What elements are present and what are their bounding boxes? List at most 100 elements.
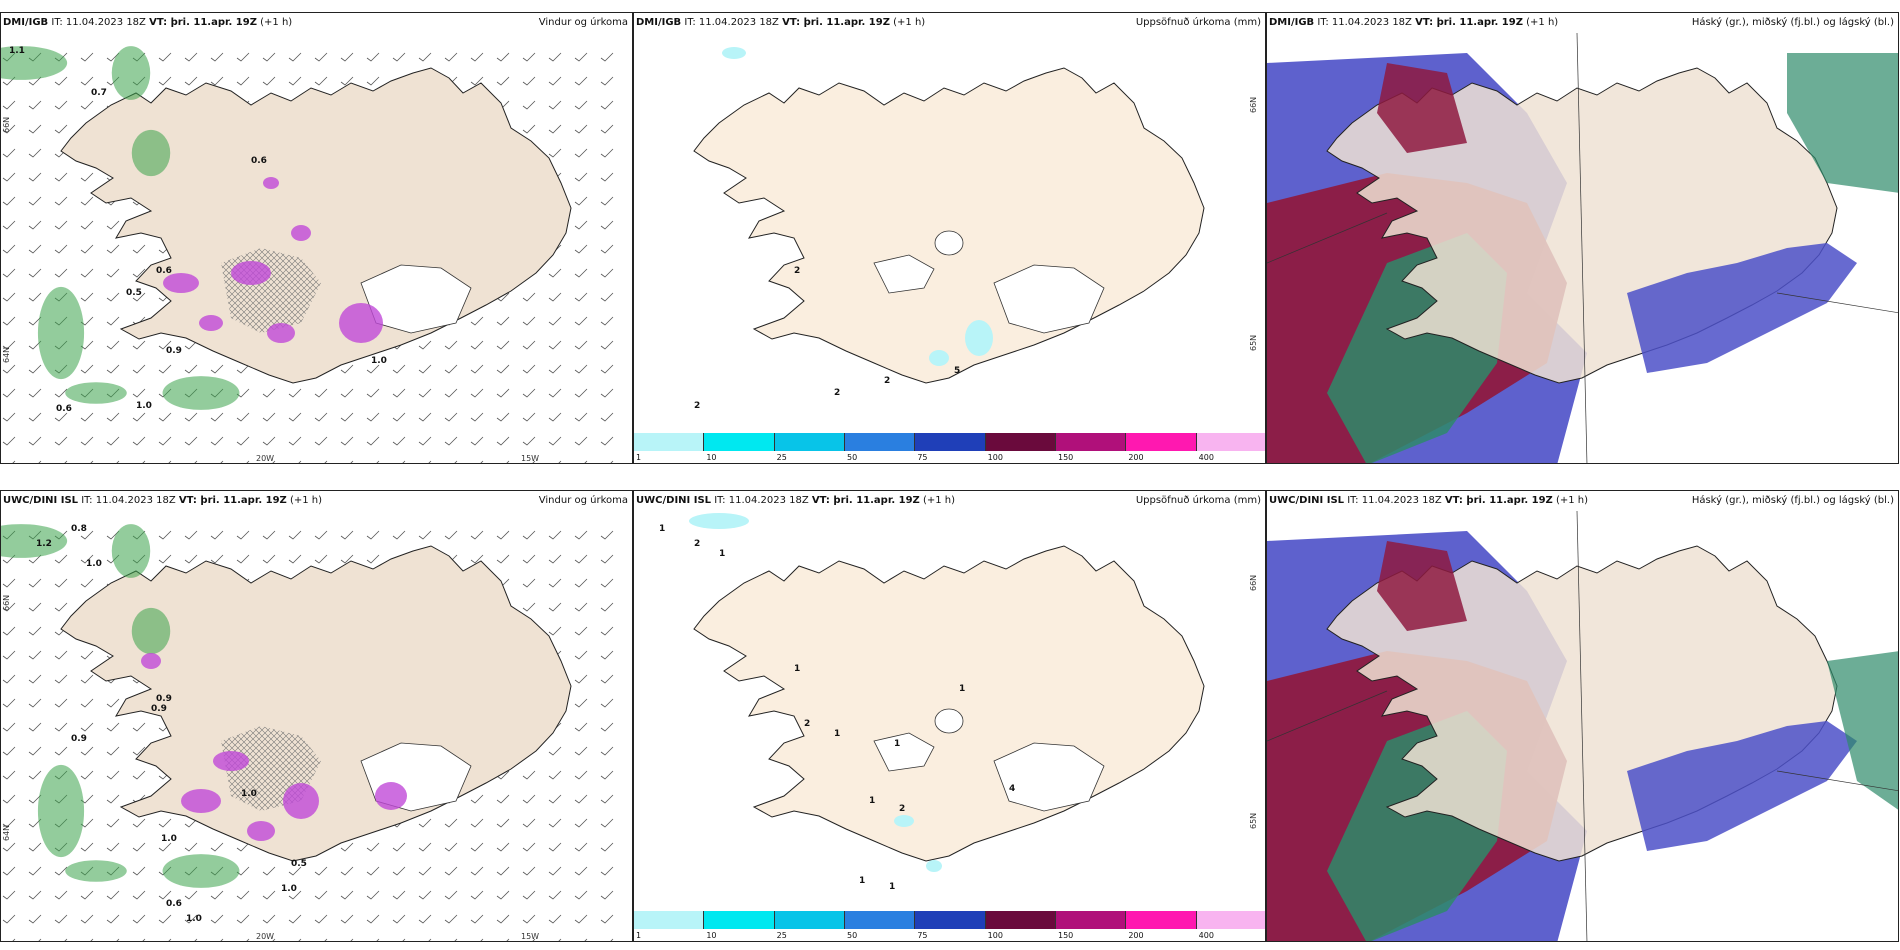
wind-barb (12, 938, 16, 941)
wind-barb (314, 866, 328, 876)
wind-barb (288, 866, 302, 876)
wind-barb (392, 890, 406, 900)
wind-barb (444, 388, 458, 398)
wind-barb (470, 554, 484, 564)
colorbar-swatch (845, 433, 916, 451)
wind-barb (610, 460, 614, 463)
init-time: IT: 11.04.2023 18Z (81, 495, 179, 506)
wind-barb (444, 412, 458, 422)
wind-barb (236, 412, 250, 422)
wind-barb (600, 436, 614, 446)
panel-title: Háský (gr.), miðský (fj.bl.) og lágský (… (1691, 17, 1894, 28)
wind-barb (574, 340, 588, 350)
wind-barb (168, 938, 172, 941)
wind-barb (548, 818, 562, 828)
wind-barb (2, 914, 16, 924)
valid-label: VT: (149, 17, 168, 28)
wind-barb (548, 340, 562, 350)
wind-barb (116, 460, 120, 463)
lead-time: (+1 h) (1552, 495, 1589, 506)
wind-barb (444, 530, 458, 540)
wind-barb (350, 460, 354, 463)
wind-barb (340, 52, 354, 62)
wind-barb (522, 770, 536, 780)
wind-barb (340, 412, 354, 422)
colorbar-swatch (774, 911, 845, 929)
wind-barb (80, 530, 94, 540)
colorbar-tick: 50 (847, 453, 858, 462)
wind-barb (366, 554, 380, 564)
wind-barb (28, 364, 42, 374)
wind-barb (548, 890, 562, 900)
wind-barb (418, 530, 432, 540)
wind-barb (54, 100, 68, 110)
wind-barb (444, 842, 458, 852)
map-panel-accum-precip-uwc: UWC/DINI ISL IT: 11.04.2023 18Z VT: þri.… (633, 490, 1266, 942)
wind-barb (28, 698, 42, 708)
colorbar-swatch (704, 911, 775, 929)
latitude-line (1267, 212, 1388, 264)
wind-barb (444, 818, 458, 828)
wind-barb (262, 52, 276, 62)
wind-barb (2, 674, 16, 684)
wind-barb (574, 196, 588, 206)
wind-barb (80, 412, 94, 422)
wind-barb (90, 938, 94, 941)
wind-barb (80, 746, 94, 756)
wind-barb (2, 578, 16, 588)
wind-barb (496, 890, 510, 900)
wind-barb (324, 938, 328, 941)
wind-barb (522, 794, 536, 804)
wind-barb (220, 460, 224, 463)
wind-barb (548, 602, 562, 612)
wind-barb (28, 124, 42, 134)
wind-barb (236, 890, 250, 900)
wind-barb (2, 746, 16, 756)
wind-barb (600, 818, 614, 828)
wind-barb (210, 554, 224, 564)
wind-speed-label: 0.7 (91, 88, 107, 98)
wind-barb (28, 626, 42, 636)
wind-labels: 0.81.21.00.90.91.00.91.01.01.00.60.5 (36, 524, 307, 924)
wind-barb (80, 436, 94, 446)
colorbar: 1 10 25 50 75 100 150 200 400 (634, 433, 1265, 463)
wind-barb (54, 650, 68, 660)
wind-barb (600, 388, 614, 398)
wind-barb (496, 770, 510, 780)
init-time: IT: 11.04.2023 18Z (1317, 17, 1416, 28)
wind-barb (314, 554, 328, 564)
wind-barb (392, 866, 406, 876)
wind-barb (64, 938, 68, 941)
wind-barb (28, 172, 42, 182)
wind-barb (210, 76, 224, 86)
wind-barb (600, 578, 614, 588)
wind-barb (548, 842, 562, 852)
wind-barb (574, 388, 588, 398)
wind-barb (600, 650, 614, 660)
wind-barb (600, 890, 614, 900)
wind-barb (54, 220, 68, 230)
wind-barb (496, 866, 510, 876)
wind-barb (584, 460, 588, 463)
wind-barb (132, 244, 146, 254)
colorbar-tick: 25 (776, 453, 787, 462)
colorbar-tick: 1 (636, 453, 642, 462)
wind-barb (106, 340, 120, 350)
model-source: UWC/DINI ISL (1269, 495, 1345, 506)
wind-barb (574, 172, 588, 182)
wind-barb (288, 388, 302, 398)
wind-barb (236, 52, 250, 62)
wind-barb (574, 364, 588, 374)
wind-barb (600, 412, 614, 422)
wind-barb (522, 890, 536, 900)
wind-barb (28, 674, 42, 684)
wind-barb (132, 866, 146, 876)
wind-barb (340, 436, 354, 446)
wind-barb (574, 316, 588, 326)
wind-barb (2, 340, 16, 350)
wind-barb (106, 746, 120, 756)
wind-barb (496, 76, 510, 86)
wind-barb (262, 554, 276, 564)
wind-barb (80, 364, 94, 374)
wind-barb (610, 938, 614, 941)
